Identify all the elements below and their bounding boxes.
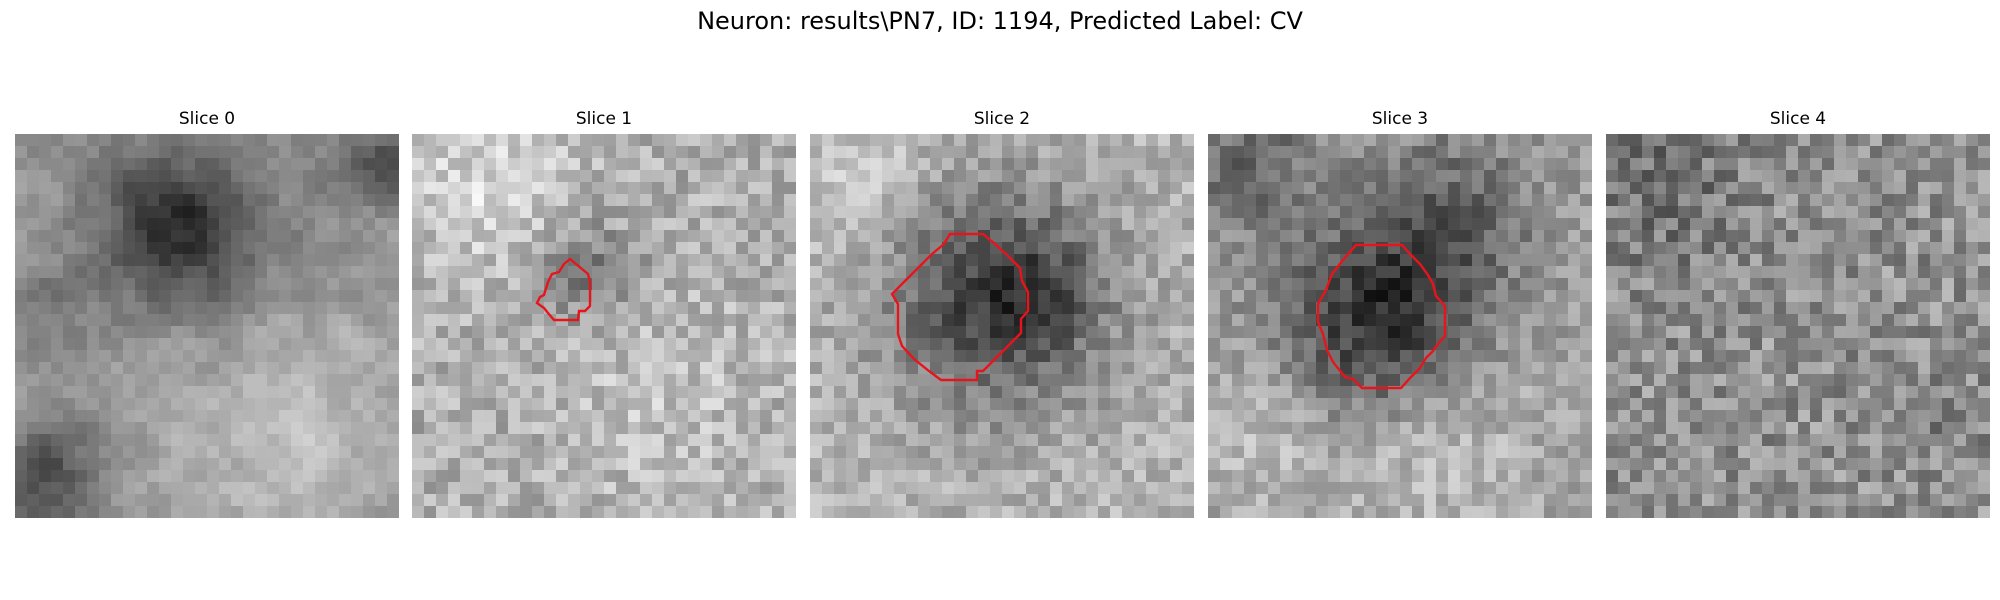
slice-image-1 — [412, 134, 796, 518]
slice-title-1: Slice 1 — [575, 109, 633, 129]
segmentation-contour-2 — [890, 232, 1030, 382]
slice-panel-4: Slice 4 — [1606, 108, 1990, 518]
slice-title-4: Slice 4 — [1769, 109, 1827, 129]
slice-title-2: Slice 2 — [973, 109, 1031, 129]
slice-panel-2: Slice 2 — [810, 108, 1194, 518]
slice-title-0: Slice 0 — [178, 109, 236, 129]
pixel-texture — [412, 134, 796, 518]
slice-image-2 — [810, 134, 1194, 518]
pixel-texture — [15, 134, 399, 518]
pixel-texture — [810, 134, 1194, 518]
pixel-texture — [1606, 134, 1990, 518]
slice-title-3: Slice 3 — [1371, 109, 1429, 129]
slice-image-0 — [15, 134, 399, 518]
slice-image-4 — [1606, 134, 1990, 518]
slice-panel-0: Slice 0 — [15, 108, 399, 518]
segmentation-contour-1 — [535, 257, 592, 322]
segmentation-contour-3 — [1316, 243, 1447, 390]
slice-panel-1: Slice 1 — [412, 108, 796, 518]
slice-panel-3: Slice 3 — [1208, 108, 1592, 518]
slice-image-3 — [1208, 134, 1592, 518]
figure-title: Neuron: results\PN7, ID: 1194, Predicted… — [697, 7, 1303, 35]
pixel-texture — [1208, 134, 1592, 518]
